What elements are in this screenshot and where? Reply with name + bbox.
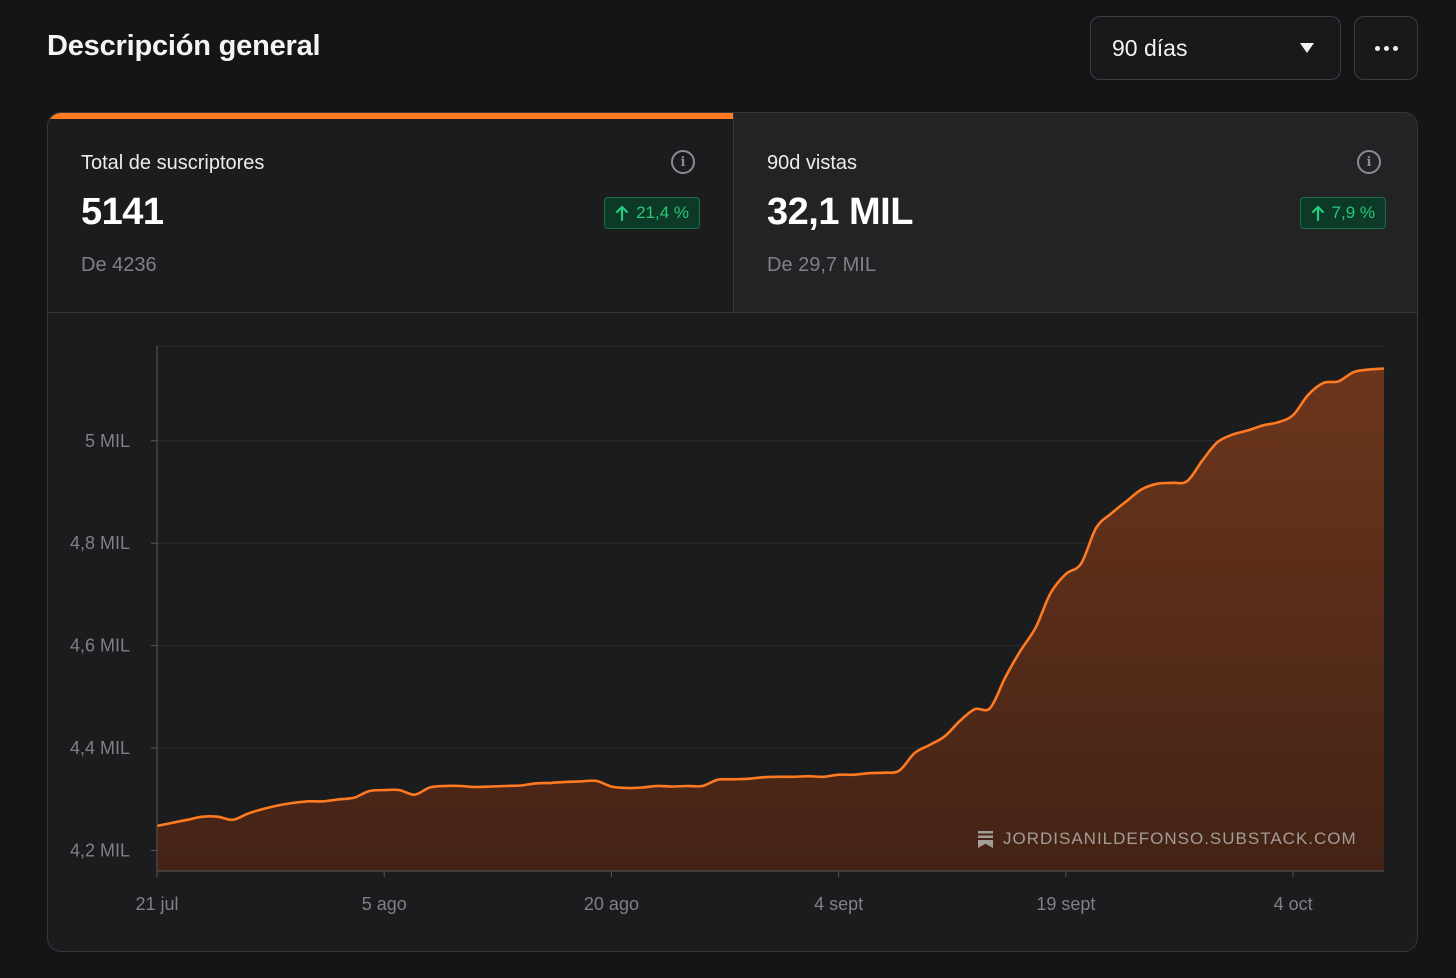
info-icon[interactable]: i [671, 150, 695, 174]
series-line [156, 367, 1385, 828]
change-value: 21,4 % [636, 203, 689, 222]
more-dot-icon [1383, 45, 1389, 51]
arrow-up-icon [1311, 205, 1324, 222]
chart-area: 4,2 MIL 4,4 MIL 4,6 MIL 4,8 MIL 5 MIL 21 jul 5… [48, 313, 1417, 951]
metrics-row: Total de suscriptores i 5141 21,4 % De 4… [48, 113, 1417, 313]
more-options-button[interactable] [1354, 16, 1418, 80]
y-tick-label: 4,4 MIL [70, 738, 130, 758]
page-title: Descripción general [47, 30, 321, 62]
x-tick-label: 5 ago [362, 894, 407, 914]
x-tick-label: 4 sept [814, 894, 863, 914]
substack-logo-icon [978, 830, 993, 848]
subscribers-chart: 4,2 MIL 4,4 MIL 4,6 MIL 4,8 MIL 5 MIL 21 jul 5… [70, 345, 1385, 914]
y-tick-label: 4,6 MIL [70, 636, 130, 656]
x-tick-label: 19 sept [1036, 894, 1095, 914]
change-badge: 7,9 % [1299, 197, 1386, 229]
period-dropdown-value: 90 días [1112, 34, 1188, 61]
metric-previous: De 4236 [81, 254, 157, 276]
change-value: 7,9 % [1331, 203, 1375, 222]
metric-previous: De 29,7 MIL [767, 254, 876, 276]
more-dot-icon [1392, 45, 1398, 51]
metric-value: 5141 [81, 191, 164, 233]
series-area [157, 368, 1384, 871]
metric-value: 32,1 MIL [767, 191, 913, 233]
metric-tab-subscribers[interactable]: Total de suscriptores i 5141 21,4 % De 4… [48, 113, 733, 312]
watermark: JORDISANILDEFONSO.SUBSTACK.COM [978, 829, 1357, 849]
metric-tab-views[interactable]: 90d vistas i 32,1 MIL 7,9 % De 29,7 MIL [733, 113, 1417, 312]
overview-card: Total de suscriptores i 5141 21,4 % De 4… [47, 112, 1418, 952]
x-tick-label: 4 oct [1274, 894, 1313, 914]
active-tab-indicator [48, 113, 733, 119]
info-icon[interactable]: i [1357, 150, 1381, 174]
more-dot-icon [1374, 45, 1380, 51]
arrow-up-icon [615, 205, 629, 222]
metric-name: Total de suscriptores [81, 152, 265, 174]
x-tick-label: 21 jul [135, 894, 178, 914]
watermark-text: JORDISANILDEFONSO.SUBSTACK.COM [1003, 829, 1357, 848]
caret-down-icon [1300, 43, 1314, 53]
period-dropdown[interactable]: 90 días [1090, 16, 1341, 80]
x-tick-label: 20 ago [584, 894, 639, 914]
y-tick-label: 5 MIL [85, 431, 130, 451]
metric-name: 90d vistas [767, 152, 858, 174]
change-badge: 21,4 % [604, 197, 700, 229]
y-tick-label: 4,8 MIL [70, 533, 130, 553]
y-tick-label: 4,2 MIL [70, 841, 130, 861]
